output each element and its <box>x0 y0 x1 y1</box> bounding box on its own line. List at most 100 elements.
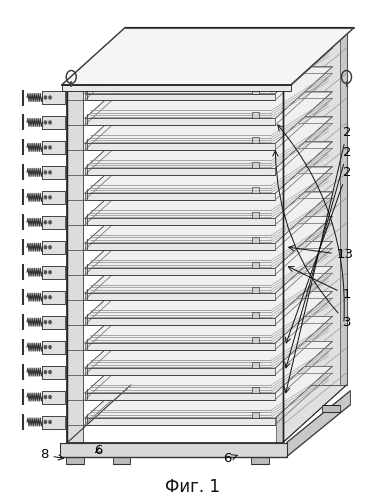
Polygon shape <box>252 387 259 393</box>
Circle shape <box>44 346 47 348</box>
Polygon shape <box>85 368 275 374</box>
Circle shape <box>44 171 47 174</box>
Polygon shape <box>42 91 65 104</box>
Circle shape <box>44 221 47 224</box>
Circle shape <box>49 270 51 274</box>
Polygon shape <box>283 28 347 442</box>
Polygon shape <box>85 142 332 194</box>
Polygon shape <box>252 188 259 194</box>
Polygon shape <box>340 30 346 385</box>
Circle shape <box>49 171 51 174</box>
Circle shape <box>49 346 51 348</box>
Polygon shape <box>252 238 259 244</box>
Polygon shape <box>62 85 291 91</box>
Polygon shape <box>85 292 332 343</box>
Polygon shape <box>252 312 259 318</box>
Circle shape <box>44 270 47 274</box>
Polygon shape <box>85 92 332 144</box>
Polygon shape <box>252 112 259 118</box>
Text: Фиг. 1: Фиг. 1 <box>165 478 220 496</box>
Polygon shape <box>323 405 340 412</box>
Polygon shape <box>287 391 350 456</box>
Circle shape <box>44 296 47 298</box>
Polygon shape <box>85 343 275 349</box>
Circle shape <box>44 146 47 149</box>
Polygon shape <box>85 116 332 168</box>
Polygon shape <box>85 42 332 94</box>
Polygon shape <box>42 340 65 353</box>
Text: 8: 8 <box>40 448 64 462</box>
Polygon shape <box>42 416 65 428</box>
Circle shape <box>49 246 51 249</box>
Polygon shape <box>85 118 275 125</box>
Polygon shape <box>85 166 332 218</box>
Text: 6: 6 <box>223 452 237 466</box>
Polygon shape <box>42 390 65 404</box>
Circle shape <box>44 246 47 249</box>
Polygon shape <box>85 244 275 250</box>
Circle shape <box>49 296 51 298</box>
Polygon shape <box>85 168 275 175</box>
Polygon shape <box>85 293 275 300</box>
Polygon shape <box>42 290 65 304</box>
Circle shape <box>44 420 47 424</box>
Polygon shape <box>252 412 259 418</box>
Circle shape <box>44 196 47 199</box>
Polygon shape <box>252 262 259 268</box>
Text: 2: 2 <box>285 126 351 393</box>
Text: 2: 2 <box>285 146 351 368</box>
Polygon shape <box>85 194 275 200</box>
Polygon shape <box>85 418 275 424</box>
Circle shape <box>49 396 51 398</box>
Polygon shape <box>60 442 287 456</box>
Polygon shape <box>67 88 83 442</box>
Polygon shape <box>42 266 65 278</box>
Polygon shape <box>131 30 146 385</box>
Circle shape <box>44 370 47 374</box>
Circle shape <box>44 396 47 398</box>
Polygon shape <box>85 242 332 293</box>
Polygon shape <box>42 166 65 179</box>
Polygon shape <box>42 216 65 229</box>
Polygon shape <box>42 141 65 154</box>
Polygon shape <box>42 116 65 129</box>
Polygon shape <box>85 192 332 244</box>
Polygon shape <box>252 337 259 343</box>
Polygon shape <box>252 212 259 218</box>
Circle shape <box>49 420 51 424</box>
Circle shape <box>49 121 51 124</box>
Polygon shape <box>42 191 65 204</box>
Circle shape <box>49 221 51 224</box>
Polygon shape <box>112 456 130 464</box>
Circle shape <box>49 370 51 374</box>
Polygon shape <box>42 366 65 378</box>
Polygon shape <box>252 88 259 94</box>
Text: 1: 1 <box>288 266 351 302</box>
Text: 2: 2 <box>286 166 351 343</box>
Polygon shape <box>251 456 269 464</box>
Text: 6: 6 <box>94 444 102 458</box>
Polygon shape <box>252 162 259 168</box>
Circle shape <box>44 121 47 124</box>
Polygon shape <box>276 88 283 442</box>
Polygon shape <box>85 268 275 274</box>
Polygon shape <box>85 94 275 100</box>
Text: 3: 3 <box>273 151 351 329</box>
Polygon shape <box>85 316 332 368</box>
Polygon shape <box>62 28 354 85</box>
Polygon shape <box>85 342 332 393</box>
Circle shape <box>44 320 47 324</box>
Polygon shape <box>67 456 84 464</box>
Polygon shape <box>85 318 275 324</box>
Polygon shape <box>85 66 332 118</box>
Circle shape <box>49 320 51 324</box>
Circle shape <box>44 96 47 99</box>
Circle shape <box>49 146 51 149</box>
Polygon shape <box>252 138 259 143</box>
Circle shape <box>49 196 51 199</box>
Polygon shape <box>85 218 275 225</box>
Polygon shape <box>85 216 332 268</box>
Circle shape <box>49 96 51 99</box>
Polygon shape <box>42 241 65 254</box>
Polygon shape <box>252 362 259 368</box>
